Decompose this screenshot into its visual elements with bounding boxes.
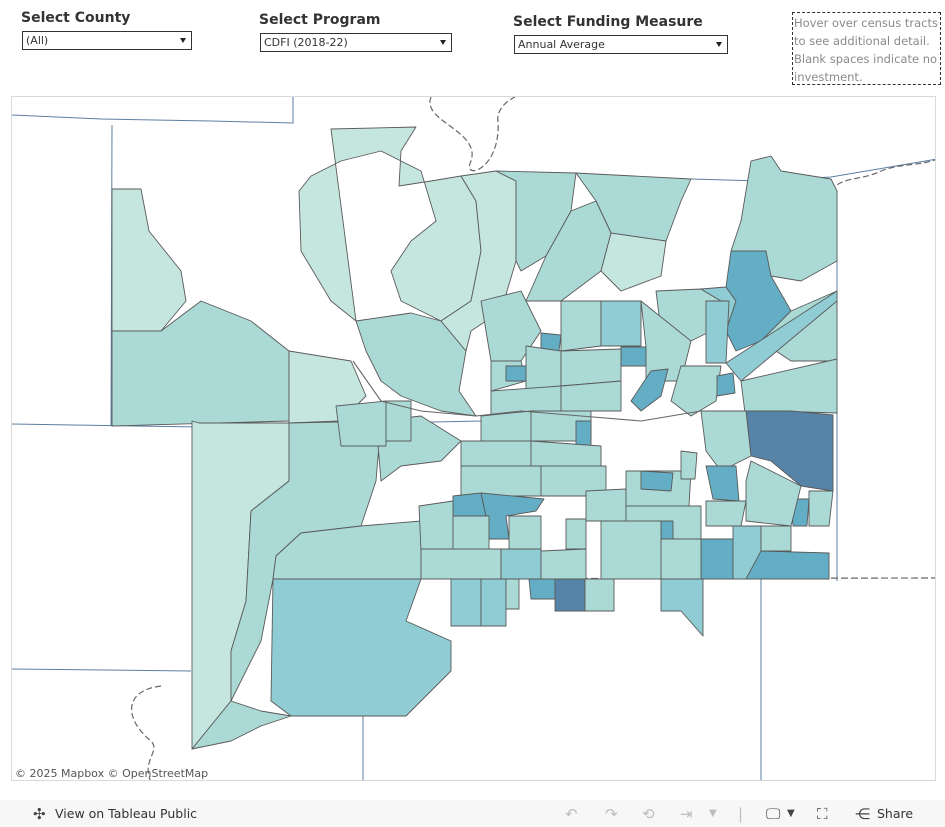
tract-core-5[interactable] [620, 346, 647, 367]
download-icon[interactable]: 🖵 [766, 805, 781, 823]
tract-ne-strip[interactable] [725, 290, 838, 382]
undo-icon[interactable]: ↶ [565, 805, 578, 823]
tract-east-darkest[interactable] [745, 410, 834, 492]
tract-core-34[interactable] [640, 470, 674, 492]
tract-far-west[interactable] [111, 188, 187, 332]
tract-core-7[interactable] [630, 368, 669, 412]
tract-se-3[interactable] [745, 550, 830, 580]
tract-south-3[interactable] [505, 578, 520, 610]
share-icon[interactable]: ⋲ [855, 805, 870, 823]
tract-nc-1[interactable] [495, 170, 577, 272]
tract-south-1[interactable] [450, 578, 482, 627]
program-dropdown[interactable]: CDFI (2018-22) [260, 33, 452, 52]
chevron-down-icon [440, 40, 446, 45]
tract-core-36[interactable] [660, 520, 674, 542]
refresh-icon[interactable]: ⇥ [680, 805, 693, 823]
tract-south-5[interactable] [584, 578, 615, 612]
tract-east-3[interactable] [705, 465, 740, 502]
map-canvas[interactable]: © 2025 Mapbox © OpenStreetMap [12, 97, 936, 781]
census-tract-map[interactable]: © 2025 Mapbox © OpenStreetMap [11, 96, 936, 781]
tract-south-west-mid[interactable] [230, 420, 382, 702]
tract-core-18[interactable] [575, 420, 592, 447]
measure-dropdown-value: Annual Average [518, 38, 605, 51]
measure-dropdown[interactable]: Annual Average [514, 35, 728, 54]
measure-filter: Select Funding Measure [513, 14, 703, 30]
tableau-icon[interactable]: ✣ [33, 805, 46, 823]
tract-core-11[interactable] [505, 365, 527, 382]
measure-filter-title: Select Funding Measure [513, 14, 703, 30]
tract-core-38[interactable] [600, 520, 662, 580]
tract-se-1[interactable] [700, 538, 734, 580]
tract-core-26[interactable] [452, 515, 490, 550]
tract-ne-top[interactable] [730, 155, 838, 282]
tract-sw-loop[interactable] [191, 700, 292, 750]
river-boundaries [352, 360, 702, 422]
chevron-down-icon [180, 38, 186, 43]
tract-core-4[interactable] [600, 300, 642, 347]
share-button-label[interactable]: Share [877, 806, 914, 821]
tract-core-40[interactable] [705, 500, 747, 527]
census-tracts [111, 126, 838, 750]
county-filter: Select County [21, 10, 130, 26]
county-filter-title: Select County [21, 10, 131, 26]
tract-core-19[interactable] [460, 440, 532, 467]
tract-core-15[interactable] [560, 380, 622, 412]
tract-core-23[interactable] [452, 492, 487, 517]
tract-core-37[interactable] [660, 538, 702, 580]
revert-icon[interactable]: ⟲ [642, 805, 655, 823]
program-dropdown-value: CDFI (2018-22) [264, 36, 348, 49]
tract-core-13[interactable] [560, 348, 622, 387]
tract-west-2[interactable] [111, 300, 290, 427]
tract-core-30[interactable] [540, 548, 587, 580]
tract-northwest-big[interactable] [298, 126, 482, 322]
tract-south-6[interactable] [660, 578, 704, 637]
view-on-tableau-public-link[interactable]: View on Tableau Public [55, 806, 198, 821]
fullscreen-icon[interactable]: ⛶ [817, 805, 828, 823]
map-attribution: © 2025 Mapbox © OpenStreetMap [15, 767, 208, 780]
tract-nc-4[interactable] [600, 232, 667, 292]
chevron-down-icon[interactable]: ▼ [709, 808, 717, 819]
hover-instructions-note: Hover over census tracts to see addition… [792, 12, 941, 85]
chevron-down-icon [716, 42, 722, 47]
tract-core-16[interactable] [480, 410, 532, 442]
program-filter: Select Program [259, 12, 380, 28]
tract-core-1[interactable] [480, 290, 542, 362]
tract-south-2[interactable] [480, 578, 507, 627]
tract-core-25[interactable] [418, 500, 454, 552]
program-filter-title: Select Program [259, 12, 381, 28]
tract-south-big[interactable] [270, 578, 452, 717]
tract-ne-dark[interactable] [725, 250, 792, 352]
tract-core-12[interactable] [525, 345, 562, 392]
tract-core-39[interactable] [680, 450, 698, 480]
tract-core-9[interactable] [716, 372, 736, 397]
tract-core-29[interactable] [500, 548, 542, 580]
tract-core-27[interactable] [508, 515, 542, 550]
tract-core-31[interactable] [565, 518, 587, 550]
tract-se-4[interactable] [760, 525, 792, 552]
county-dropdown[interactable]: (All) [22, 31, 192, 50]
tract-east-5[interactable] [808, 490, 834, 527]
tract-core-21[interactable] [460, 465, 542, 497]
tract-core-3[interactable] [560, 300, 602, 352]
tract-east-6[interactable] [745, 460, 802, 527]
chevron-down-icon[interactable]: ▼ [787, 808, 795, 819]
tract-south-darkest[interactable] [554, 578, 586, 612]
tract-west-small-2[interactable] [385, 400, 412, 442]
tract-west-small-1[interactable] [335, 400, 387, 447]
tableau-toolbar: ✣ View on Tableau Public ↶ ↷ ⟲ ⇥ ▼ | 🖵 ▼… [0, 800, 945, 827]
divider: | [738, 805, 744, 823]
redo-icon[interactable]: ↷ [605, 805, 618, 823]
tract-ne-3[interactable] [705, 300, 730, 364]
tract-east-2[interactable] [700, 410, 752, 472]
county-dropdown-value: (All) [26, 34, 49, 47]
tract-core-32[interactable] [585, 488, 627, 522]
tract-core-8[interactable] [670, 365, 722, 417]
river-lines [131, 97, 935, 780]
tract-core-28[interactable] [420, 548, 502, 580]
tract-south-4[interactable] [528, 578, 556, 600]
